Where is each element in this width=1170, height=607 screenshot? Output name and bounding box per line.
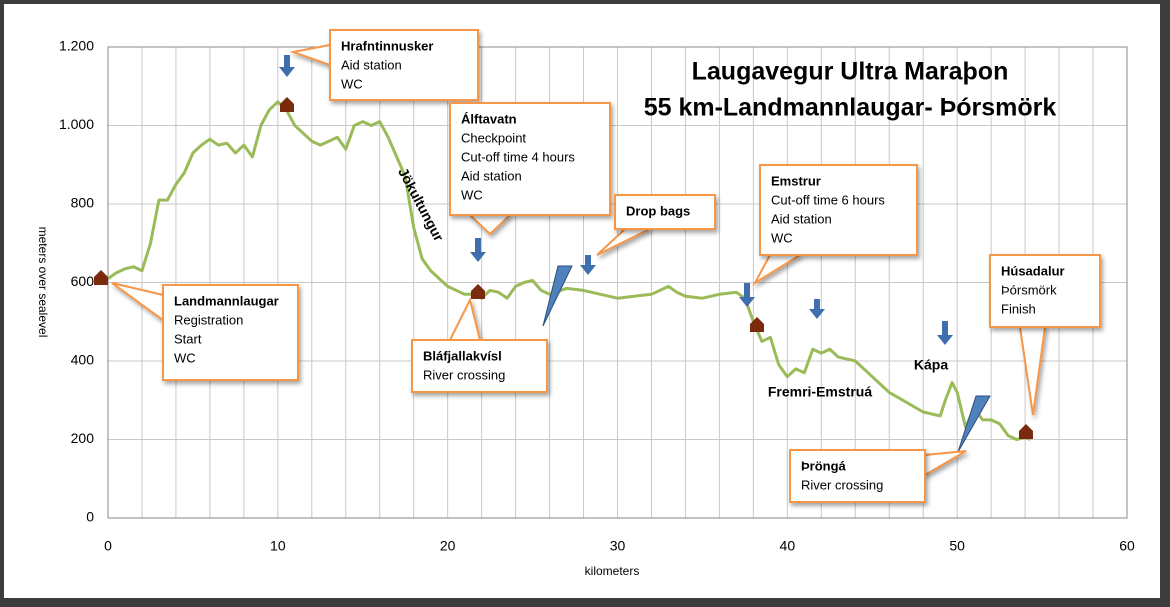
- house: [1019, 424, 1033, 439]
- callout: Emstrur Cut-off time 6 hours Aid station WC: [752, 164, 918, 286]
- y-tick-label: 400: [71, 352, 95, 368]
- elevation-line: [107, 100, 1031, 441]
- callout-cover: [451, 104, 609, 214]
- callout-title: Hrafntinnusker: [341, 38, 433, 53]
- x-tick-label: 10: [270, 538, 286, 554]
- callout: Þröngá River crossing: [789, 449, 967, 503]
- house: [750, 317, 764, 332]
- x-tick-label: 40: [780, 538, 796, 554]
- y-tick-label: 200: [71, 430, 95, 446]
- callout-line: River crossing: [423, 367, 505, 382]
- callout-title: Drop bags: [626, 203, 690, 218]
- callout-line: WC: [461, 187, 483, 202]
- callout-line: Aid station: [461, 168, 522, 183]
- callout-title: Landmannlaugar: [174, 293, 279, 308]
- y-tick-label: 1.200: [59, 38, 94, 54]
- callout-line: WC: [174, 350, 196, 365]
- callout-title: Bláfjallakvísl: [423, 348, 502, 363]
- callout: Drop bags: [596, 194, 716, 256]
- river-crossings: [542, 265, 991, 453]
- callout: Landmannlaugar Registration Start WC: [111, 282, 299, 381]
- callout-line: WC: [771, 230, 793, 245]
- callout-line: River crossing: [801, 477, 883, 492]
- y-tick-label: 1.000: [59, 116, 94, 132]
- y-tick-label: 800: [71, 195, 95, 211]
- x-tick-label: 60: [1119, 538, 1135, 554]
- houses: [94, 97, 1033, 439]
- callout: Hrafntinnusker Aid station WC: [289, 29, 479, 101]
- x-tick-label: 50: [949, 538, 965, 554]
- x-tick-label: 0: [104, 538, 112, 554]
- callout-title: Álftavatn: [461, 111, 517, 126]
- chart-title: Laugavegur Ultra Maraþon: [692, 58, 1009, 86]
- house: [471, 284, 485, 299]
- callout-cover: [991, 256, 1099, 326]
- x-tick-label: 30: [610, 538, 626, 554]
- chart-subtitle: 55 km-Landmannlaugar- Þórsmörk: [644, 94, 1057, 122]
- arrow: [739, 283, 755, 307]
- arrow: [580, 255, 596, 275]
- house: [280, 97, 294, 112]
- callout-title: Emstrur: [771, 173, 821, 188]
- river-crossing: [957, 395, 991, 453]
- callout-line: Þórsmörk: [1001, 282, 1057, 297]
- callout: Bláfjallakvísl River crossing: [411, 297, 548, 393]
- callout-line: Start: [174, 331, 202, 346]
- line-layer: [107, 100, 1031, 441]
- place-label: Kápa: [914, 357, 948, 373]
- callout-line: Cut-off time 6 hours: [771, 192, 885, 207]
- callout-cover: [761, 166, 916, 254]
- callout: Húsadalur Þórsmörk Finish: [989, 254, 1101, 416]
- callout-line: Aid station: [771, 211, 832, 226]
- house: [94, 270, 108, 285]
- y-tick-label: 600: [71, 273, 95, 289]
- callout-line: Checkpoint: [461, 130, 526, 145]
- callout: Álftavatn Checkpoint Cut-off time 4 hours A…: [449, 102, 611, 236]
- callout-title: Þröngá: [801, 458, 847, 473]
- y-tick-label: 0: [86, 509, 94, 525]
- arrow: [470, 238, 486, 262]
- callout-cover: [413, 341, 546, 391]
- x-tick-label: 20: [440, 538, 456, 554]
- callout-line: Finish: [1001, 301, 1036, 316]
- callout-cover: [331, 31, 477, 99]
- callout-cover: [616, 196, 714, 228]
- river-crossing: [542, 265, 573, 327]
- y-axis-label: meters over sealevel: [36, 227, 50, 338]
- x-axis-label: kilometers: [585, 564, 640, 578]
- arrows: [279, 55, 953, 345]
- callout-line: Cut-off time 4 hours: [461, 149, 575, 164]
- callout-line: WC: [341, 76, 363, 91]
- place-label: Fremri-Emstruá: [768, 384, 872, 400]
- arrow: [809, 299, 825, 319]
- callout-line: Registration: [174, 312, 243, 327]
- callouts: Hrafntinnusker Aid station WC Álftavatn Chec…: [111, 29, 1101, 503]
- callout-title: Húsadalur: [1001, 263, 1065, 278]
- arrow: [937, 321, 953, 345]
- arrow: [279, 55, 295, 77]
- callout-cover: [791, 451, 924, 501]
- callout-cover: [164, 286, 297, 379]
- callout-line: Aid station: [341, 57, 402, 72]
